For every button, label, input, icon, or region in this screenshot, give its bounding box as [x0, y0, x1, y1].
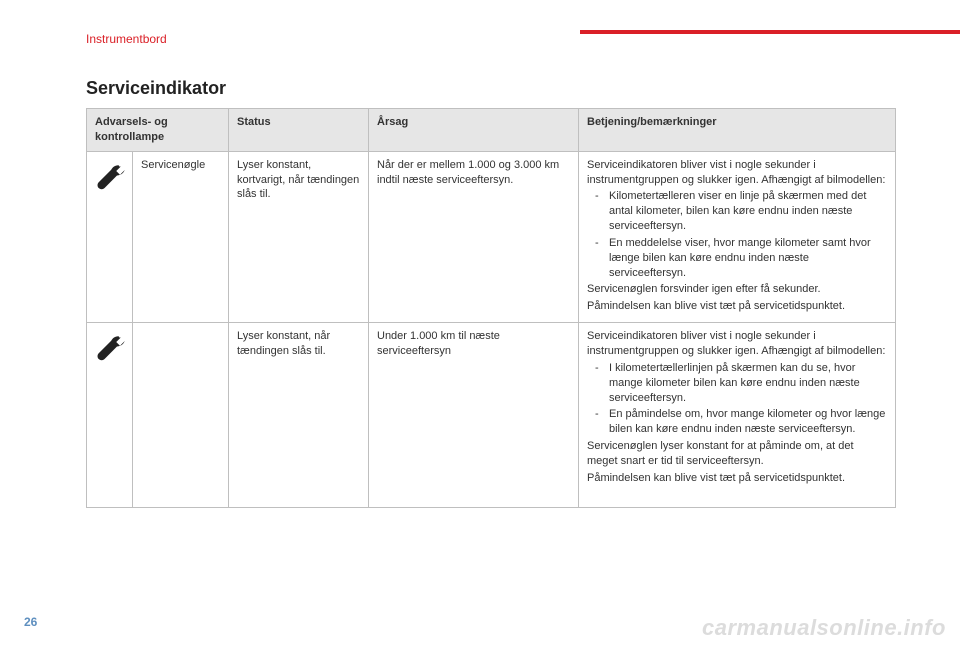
row1-name: Servicenøgle [133, 151, 229, 322]
service-indicator-table: Advarsels- og kontrollampe Status Årsag … [86, 108, 896, 508]
service-indicator-table-wrap: Advarsels- og kontrollampe Status Årsag … [86, 108, 896, 508]
row2-op-intro: Serviceindikatoren bliver vist i nogle s… [587, 329, 887, 359]
row2-name [133, 323, 229, 508]
list-item: Kilometertælleren viser en linje på skær… [595, 189, 887, 234]
table-header-row: Advarsels- og kontrollampe Status Årsag … [87, 109, 896, 152]
running-header: Instrumentbord [86, 32, 167, 46]
row1-op-intro: Serviceindikatoren bliver vist i nogle s… [587, 158, 887, 188]
row1-cause: Når der er mellem 1.000 og 3.000 km indt… [369, 151, 579, 322]
wrench-icon [95, 162, 129, 196]
row1-operation: Serviceindikatoren bliver vist i nogle s… [579, 151, 896, 322]
col-header-cause: Årsag [369, 109, 579, 152]
watermark-text: carmanualsonline.info [702, 615, 946, 641]
row1-icon-cell [87, 151, 133, 322]
row2-op-outro2: Påmindelsen kan blive vist tæt på servic… [587, 471, 887, 486]
row2-icon-cell [87, 323, 133, 508]
page-number: 26 [24, 615, 37, 629]
row2-operation: Serviceindikatoren bliver vist i nogle s… [579, 323, 896, 508]
row1-op-outro2: Påmindelsen kan blive vist tæt på servic… [587, 299, 887, 314]
manual-page: Instrumentbord Serviceindikator Advarsel… [0, 0, 960, 649]
col-header-operation: Betjening/bemærkninger [579, 109, 896, 152]
row2-op-outro1: Servicenøglen lyser konstant for at påmi… [587, 439, 887, 469]
col-header-status: Status [229, 109, 369, 152]
row2-status: Lyser konstant, når tændingen slås til. [229, 323, 369, 508]
col-header-lamp: Advarsels- og kontrollampe [87, 109, 229, 152]
list-item: En meddelelse viser, hvor mange kilomete… [595, 236, 887, 281]
row1-op-outro1: Servicenøglen forsvinder igen efter få s… [587, 282, 887, 297]
row1-op-list: Kilometertælleren viser en linje på skær… [587, 189, 887, 280]
table-row: Lyser konstant, når tændingen slås til. … [87, 323, 896, 508]
page-title: Serviceindikator [86, 78, 226, 99]
header-accent-bar [580, 30, 960, 34]
list-item: En påmindelse om, hvor mange kilometer o… [595, 407, 887, 437]
list-item: I kilometertællerlinjen på skærmen kan d… [595, 361, 887, 406]
row1-status: Lyser konstant, kortvarigt, når tændinge… [229, 151, 369, 322]
row2-op-list: I kilometertællerlinjen på skærmen kan d… [587, 361, 887, 437]
row2-cause: Under 1.000 km til næste serviceeftersyn [369, 323, 579, 508]
table-row: Servicenøgle Lyser konstant, kortvarigt,… [87, 151, 896, 322]
wrench-icon [95, 333, 129, 367]
